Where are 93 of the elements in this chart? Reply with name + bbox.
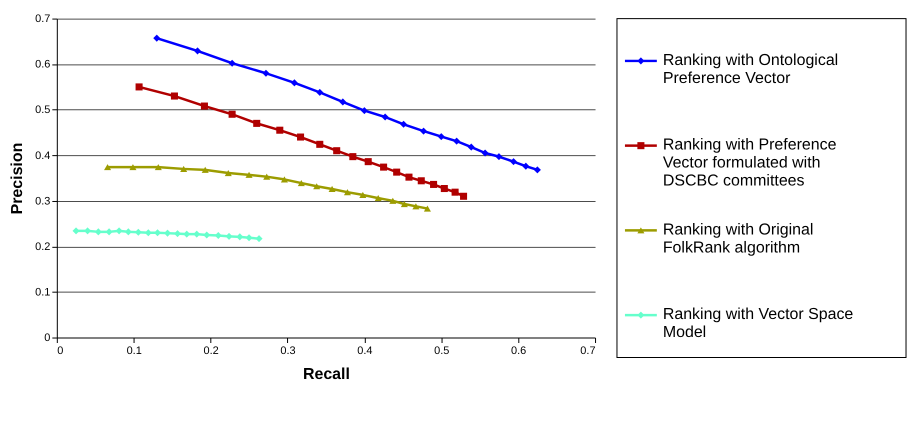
- point: [510, 158, 518, 166]
- y-tick-label: 0.3: [35, 195, 50, 208]
- point: [344, 189, 351, 196]
- x-tick-label: 0: [57, 344, 64, 357]
- x-tick-label: 0.1: [126, 344, 142, 357]
- point: [153, 34, 160, 42]
- point: [246, 234, 253, 242]
- point: [136, 83, 143, 90]
- point: [228, 110, 236, 118]
- point: [400, 120, 408, 128]
- point: [290, 79, 298, 86]
- point: [183, 230, 190, 238]
- point: [452, 188, 459, 196]
- point: [280, 176, 288, 182]
- point: [228, 60, 236, 67]
- legend-label: Ranking with Original FolkRank algorithm: [662, 221, 814, 256]
- point: [405, 174, 412, 181]
- point: [359, 192, 366, 198]
- y-tick-label: 0.5: [35, 104, 50, 116]
- legend-label: Ranking with Vector Space Model: [662, 306, 854, 342]
- point: [412, 203, 420, 210]
- point: [170, 92, 178, 100]
- point: [94, 228, 102, 236]
- y-tick-label: 0.4: [35, 150, 50, 162]
- point: [349, 153, 356, 160]
- point: [393, 168, 400, 176]
- point: [420, 128, 428, 135]
- point: [194, 47, 202, 54]
- point: [203, 231, 210, 239]
- y-tick-label: 0.2: [35, 240, 50, 253]
- point: [116, 227, 123, 234]
- point: [360, 107, 368, 114]
- point: [193, 230, 200, 238]
- y-tick-label: 0.7: [35, 13, 50, 26]
- x-tick-label: 0.4: [357, 344, 372, 357]
- x-tick-label: 0.5: [434, 344, 450, 357]
- point: [134, 228, 142, 236]
- point: [164, 230, 172, 237]
- point: [468, 144, 475, 151]
- point: [313, 183, 320, 190]
- x-tick-label: 0.2: [203, 344, 219, 357]
- legend-label: Ranking with Ontological Preference Vector: [662, 52, 838, 87]
- point: [364, 158, 372, 166]
- point: [262, 70, 270, 77]
- point: [253, 120, 260, 127]
- point: [84, 227, 92, 234]
- point: [298, 180, 305, 186]
- point: [438, 133, 445, 140]
- point: [534, 166, 541, 174]
- point: [202, 166, 209, 173]
- point: [389, 198, 396, 204]
- point: [246, 172, 253, 178]
- point: [316, 88, 324, 96]
- point: [297, 134, 304, 141]
- point: [430, 180, 438, 188]
- point: [214, 232, 222, 239]
- x-axis-title: Recall: [302, 366, 350, 383]
- point: [224, 170, 232, 176]
- point: [129, 164, 136, 170]
- point: [256, 235, 263, 242]
- point: [263, 174, 270, 180]
- point: [200, 102, 208, 110]
- y-tick-label: 0.1: [35, 286, 50, 298]
- legend-label: Ranking with Preference Vector formulated with DSCBC committees: [662, 136, 837, 190]
- point: [482, 149, 489, 157]
- point: [333, 147, 340, 154]
- point: [400, 200, 408, 208]
- point: [522, 162, 530, 170]
- y-axis-title: Precision: [9, 142, 26, 214]
- point: [453, 138, 460, 145]
- point: [374, 195, 382, 202]
- point: [154, 229, 162, 236]
- point: [460, 192, 468, 200]
- x-tick-label: 0.6: [511, 344, 526, 357]
- point: [180, 166, 188, 172]
- point: [418, 177, 425, 184]
- point: [382, 113, 389, 121]
- point: [328, 186, 336, 192]
- point: [276, 126, 284, 134]
- point: [124, 228, 132, 236]
- point: [316, 140, 324, 148]
- y-tick-label: 0: [44, 332, 50, 344]
- x-tick-label: 0.3: [280, 344, 296, 357]
- point: [495, 153, 502, 160]
- point: [154, 164, 162, 170]
- point: [104, 164, 112, 170]
- point: [380, 164, 388, 171]
- y-tick-label: 0.6: [35, 58, 50, 71]
- point: [424, 206, 431, 212]
- point: [106, 228, 113, 236]
- point: [339, 98, 346, 106]
- point: [440, 185, 448, 192]
- x-tick-label: 0.7: [580, 344, 596, 357]
